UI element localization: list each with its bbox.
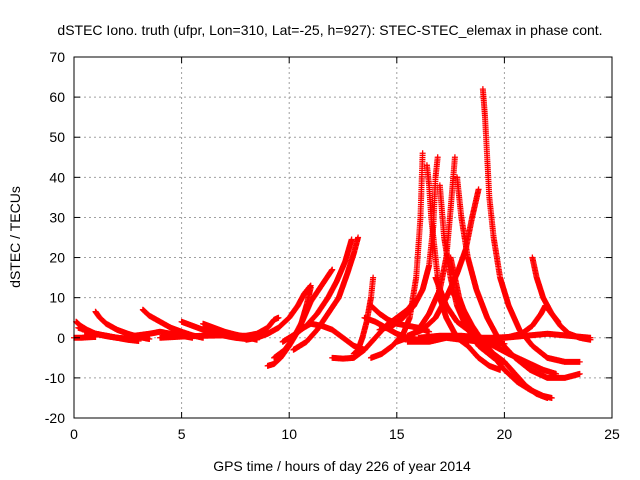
y-tick-label: 10 [49,290,65,306]
axis-ticks: 0 5 10 15 20 25 -20 -10 0 10 20 30 40 50 60 70 [45,49,620,442]
y-tick-label: -10 [45,370,65,386]
y-tick-label: 60 [49,89,65,105]
grid-lines [74,57,612,418]
y-tick-label: 0 [57,330,65,346]
y-tick-label: 70 [49,49,65,65]
data-series [367,150,426,361]
x-tick-label: 0 [70,426,78,442]
y-tick-label: 50 [49,129,65,145]
data-series [404,334,508,347]
data-series [157,314,282,341]
x-tick-label: 20 [497,426,513,442]
y-tick-label: 20 [49,250,65,266]
x-tick-label: 15 [389,426,405,442]
chart-title: dSTEC Iono. truth (ufpr, Lon=310, Lat=-2… [57,22,602,38]
data-series [415,330,594,341]
data-points [71,86,594,401]
y-tick-label: -20 [45,410,65,426]
data-series [376,154,441,333]
data-series [454,174,583,381]
x-tick-label: 5 [178,426,186,442]
x-tick-label: 25 [604,426,620,442]
data-series [81,328,142,344]
y-tick-label: 30 [49,209,65,225]
y-tick-label: 40 [49,169,65,185]
plot-frame [73,56,613,419]
data-series [243,282,314,343]
data-series [529,254,594,343]
x-tick-label: 10 [281,426,297,442]
y-axis-label: dSTEC / TECUs [7,186,23,288]
x-axis-label: GPS time / hours of day 226 of year 2014 [213,458,471,474]
